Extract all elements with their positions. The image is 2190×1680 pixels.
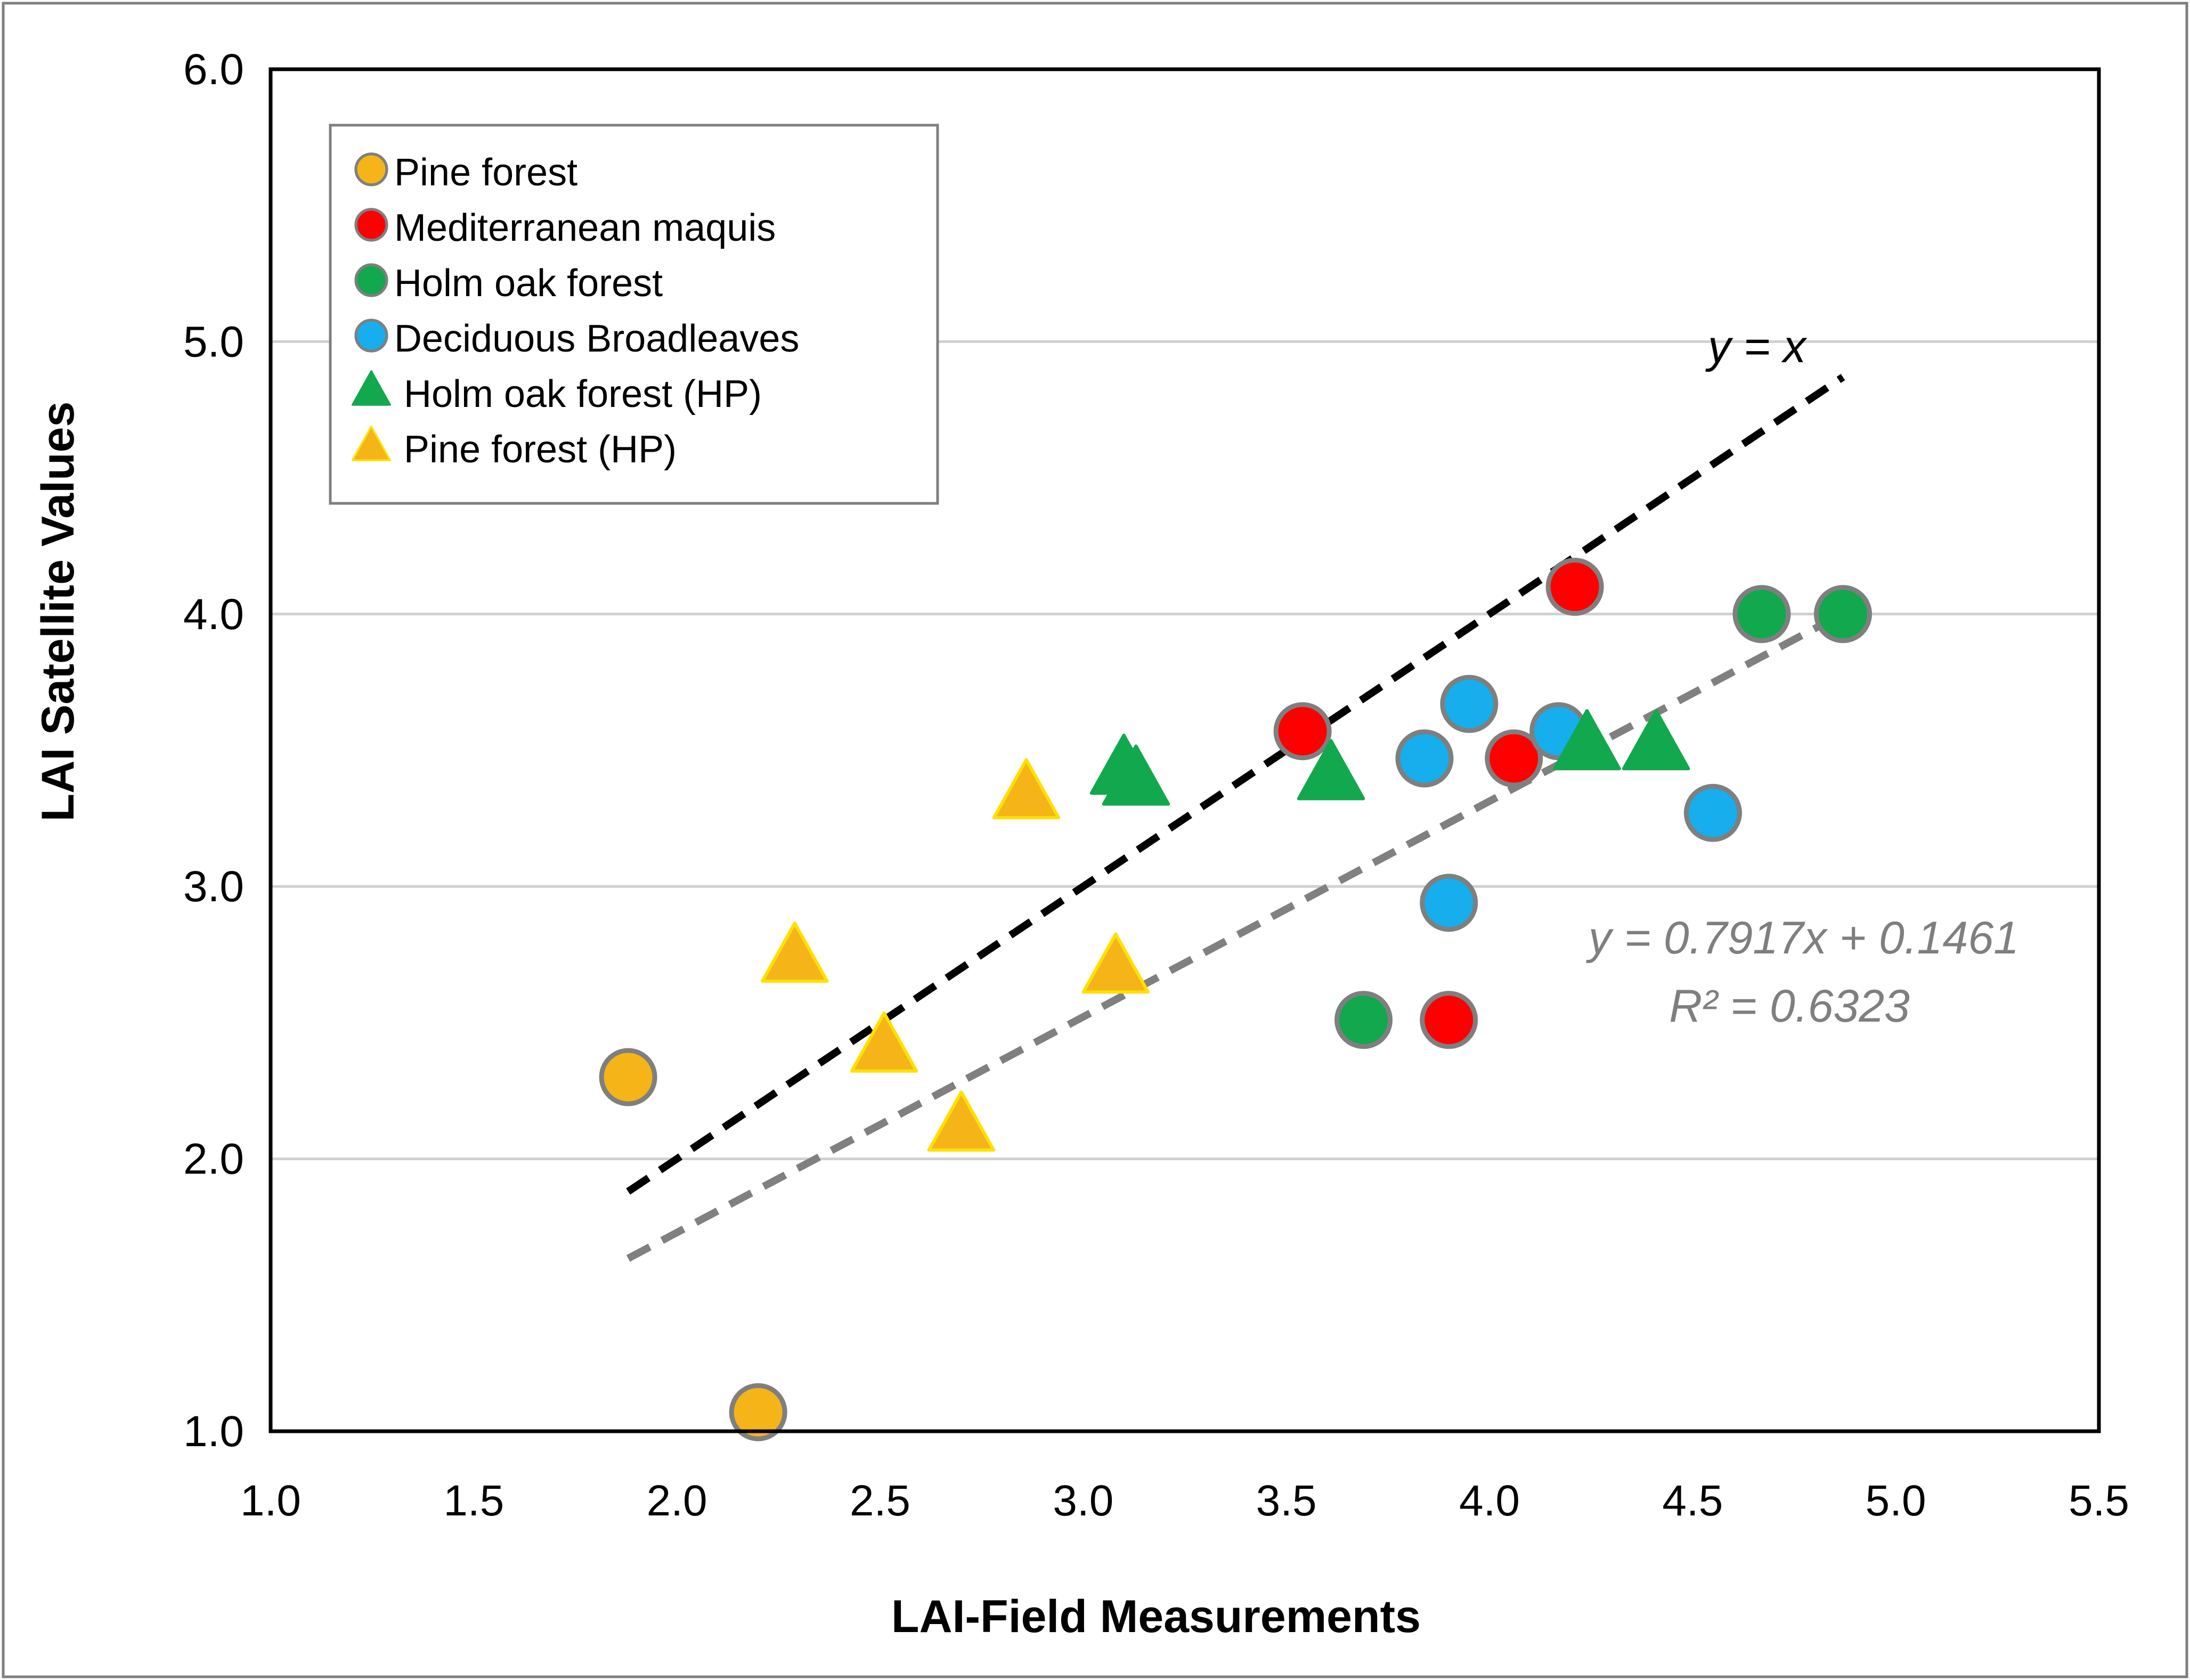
- y-tick-label-5: 6.0: [183, 45, 244, 94]
- point-5-4: [1081, 932, 1150, 994]
- legend: Pine forest Mediterranean maquis Holm oak …: [329, 124, 939, 505]
- plot-area: [268, 67, 2101, 1433]
- identity-line-label: y = x: [1705, 321, 1808, 372]
- x-tick-label-2: 2.0: [647, 1477, 707, 1525]
- y-tick-label-1: 2.0: [183, 1135, 244, 1184]
- gridlines: [271, 340, 2099, 1161]
- line-annotations: y = x y = 0.7917x + 0.1461 R² = 0.6323: [1586, 321, 2019, 1032]
- legend-label-4: Holm oak forest (HP): [404, 373, 762, 415]
- x-tick-label-7: 4.5: [1662, 1477, 1723, 1525]
- x-tick-label-3: 2.5: [850, 1477, 910, 1525]
- y-tick-label-2: 3.0: [183, 862, 244, 911]
- x-tick-label-9: 5.5: [2069, 1477, 2129, 1525]
- x-tick-label-5: 3.5: [1256, 1477, 1317, 1525]
- y-axis-title: LAI Satellite Values: [32, 402, 84, 822]
- point-1-3: [1420, 991, 1478, 1049]
- legend-label-2: Holm oak forest: [394, 262, 663, 305]
- legend-label-0: Pine forest: [394, 151, 577, 194]
- series-2: [1334, 585, 1873, 1049]
- point-3-3: [1420, 874, 1478, 932]
- point-5-3: [992, 758, 1061, 820]
- point-1-1: [1485, 729, 1543, 788]
- x-tick-label-0: 1.0: [240, 1477, 301, 1525]
- x-tick-label-4: 3.0: [1053, 1477, 1113, 1525]
- point-4-4: [1622, 709, 1690, 771]
- point-2-1: [1732, 585, 1791, 643]
- legend-label-3: Deciduous Broadleaves: [394, 317, 799, 360]
- line-0: [626, 374, 1845, 1195]
- r-squared-label: R² = 0.6323: [1669, 981, 1910, 1032]
- reference-lines: [626, 374, 1845, 1262]
- point-5-1: [850, 1011, 918, 1073]
- legend-marker-4: [351, 370, 392, 406]
- series-0: [599, 1048, 787, 1441]
- point-4-3: [1553, 709, 1621, 771]
- legend-marker-1: [354, 208, 388, 242]
- y-tick-label-4: 5.0: [183, 317, 244, 366]
- legend-marker-2: [354, 263, 388, 297]
- point-3-4: [1683, 784, 1742, 842]
- x-tick-label-1: 1.5: [443, 1477, 504, 1525]
- point-4-2: [1297, 739, 1365, 801]
- point-3-1: [1440, 675, 1499, 733]
- x-tick-label-6: 4.0: [1459, 1477, 1520, 1525]
- y-tick-label-3: 4.0: [183, 590, 244, 639]
- point-5-0: [761, 921, 829, 983]
- y-tick-label-0: 1.0: [183, 1407, 244, 1456]
- x-tick-label-8: 5.0: [1866, 1477, 1926, 1525]
- legend-label-5: Pine forest (HP): [404, 428, 677, 471]
- point-4-1: [1102, 744, 1170, 806]
- legend-marker-5: [351, 426, 392, 461]
- series-4: [1089, 709, 1690, 806]
- point-5-2: [927, 1090, 996, 1152]
- tick-labels: 1.0 2.0 3.0 4.0 5.0 6.0 1.0 1.5 2.0 2.5 3.0 3.5 4.0 4…: [183, 45, 2129, 1525]
- series-1: [1273, 558, 1604, 1049]
- point-1-2: [1545, 558, 1604, 616]
- legend-label-1: Mediterranean maquis: [394, 207, 776, 249]
- point-0-1: [729, 1383, 787, 1441]
- point-2-0: [1334, 991, 1393, 1049]
- regression-equation-label: y = 0.7917x + 0.1461: [1586, 912, 2019, 964]
- series-3: [1395, 675, 1742, 932]
- point-3-0: [1395, 729, 1454, 788]
- series-5: [761, 758, 1150, 1152]
- point-2-2: [1814, 585, 1873, 643]
- point-0-0: [599, 1048, 657, 1106]
- legend-marker-0: [354, 152, 388, 186]
- data-points: [599, 558, 1873, 1441]
- x-axis-title: LAI-Field Measurements: [891, 1591, 1421, 1642]
- legend-marker-3: [354, 319, 388, 353]
- point-1-0: [1273, 702, 1332, 761]
- legend-box: [329, 124, 939, 505]
